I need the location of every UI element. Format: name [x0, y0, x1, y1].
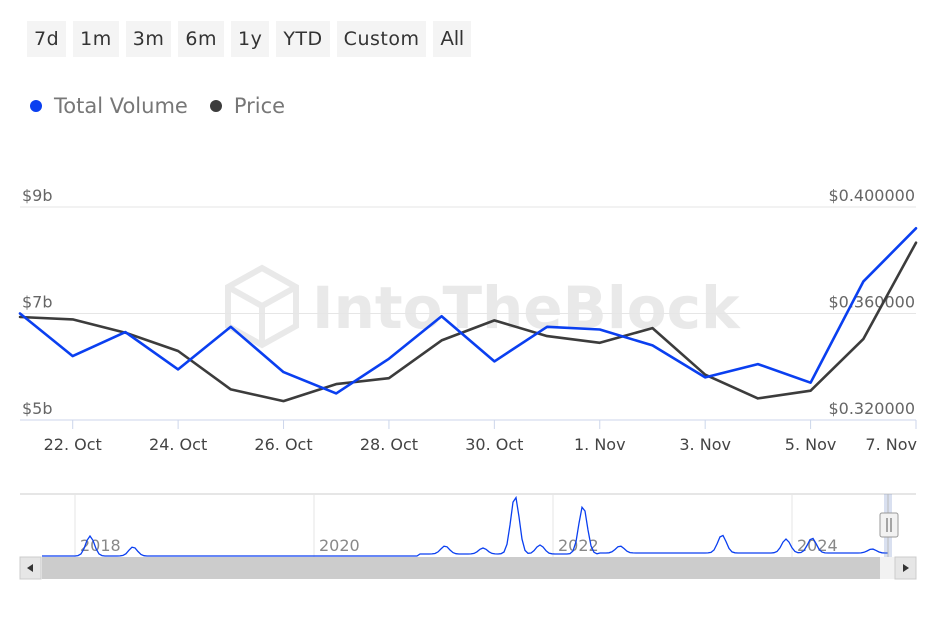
navigator-tick-label: 2020: [319, 536, 360, 555]
y-right-tick-label: $0.360000: [828, 293, 915, 312]
range-button-custom[interactable]: Custom: [336, 21, 427, 57]
y-left-tick-label: $9b: [22, 186, 53, 205]
y-left-tick-label: $7b: [22, 293, 53, 312]
x-tick-label: 1. Nov: [574, 435, 626, 454]
navigator-tick-label: 2018: [80, 536, 121, 555]
range-button-1y[interactable]: 1y: [230, 21, 270, 57]
watermark-logo: IntoTheBlock: [225, 264, 741, 349]
chart-legend: Total Volume Price: [30, 94, 285, 118]
arrow-right-icon: [903, 564, 909, 572]
range-button-all[interactable]: All: [433, 21, 472, 57]
x-tick-label: 5. Nov: [785, 435, 837, 454]
y-right-tick-label: $0.400000: [828, 186, 915, 205]
legend-item-total-volume[interactable]: Total Volume: [30, 94, 188, 118]
range-button-7d[interactable]: 7d: [27, 21, 67, 57]
navigator-tick-label: 2022: [558, 536, 599, 555]
navigator-series-line: [42, 495, 888, 557]
legend-dot-icon: [30, 100, 42, 112]
x-tick-label: 28. Oct: [360, 435, 418, 454]
arrow-left-icon: [27, 564, 33, 572]
x-tick-label: 7. Nov: [865, 435, 917, 454]
range-selector: 7d 1m 3m 6m 1y YTD Custom All: [27, 21, 472, 57]
range-button-1m[interactable]: 1m: [73, 21, 119, 57]
x-tick-label: 26. Oct: [254, 435, 312, 454]
legend-item-price[interactable]: Price: [209, 94, 286, 118]
x-tick-label: 3. Nov: [679, 435, 731, 454]
y-right-tick-label: $0.320000: [828, 399, 915, 418]
series-line-price[interactable]: [18, 241, 918, 403]
range-button-3m[interactable]: 3m: [125, 21, 172, 57]
x-tick-label: 24. Oct: [149, 435, 207, 454]
x-tick-label: 22. Oct: [44, 435, 102, 454]
x-tick-label: 30. Oct: [465, 435, 523, 454]
range-button-6m[interactable]: 6m: [178, 21, 224, 57]
legend-label-price: Price: [233, 94, 286, 118]
legend-dot-icon: [209, 100, 222, 112]
legend-label-total-volume: Total Volume: [54, 94, 188, 118]
watermark-text: IntoTheBlock: [312, 274, 741, 342]
y-left-tick-label: $5b: [22, 399, 53, 418]
navigator-handle[interactable]: [879, 512, 899, 538]
range-button-ytd[interactable]: YTD: [276, 21, 330, 57]
navigator[interactable]: 2018 2020 2022 2024: [19, 493, 917, 580]
scrollbar-thumb[interactable]: [42, 557, 880, 579]
series-line-total-volume[interactable]: [18, 227, 918, 395]
